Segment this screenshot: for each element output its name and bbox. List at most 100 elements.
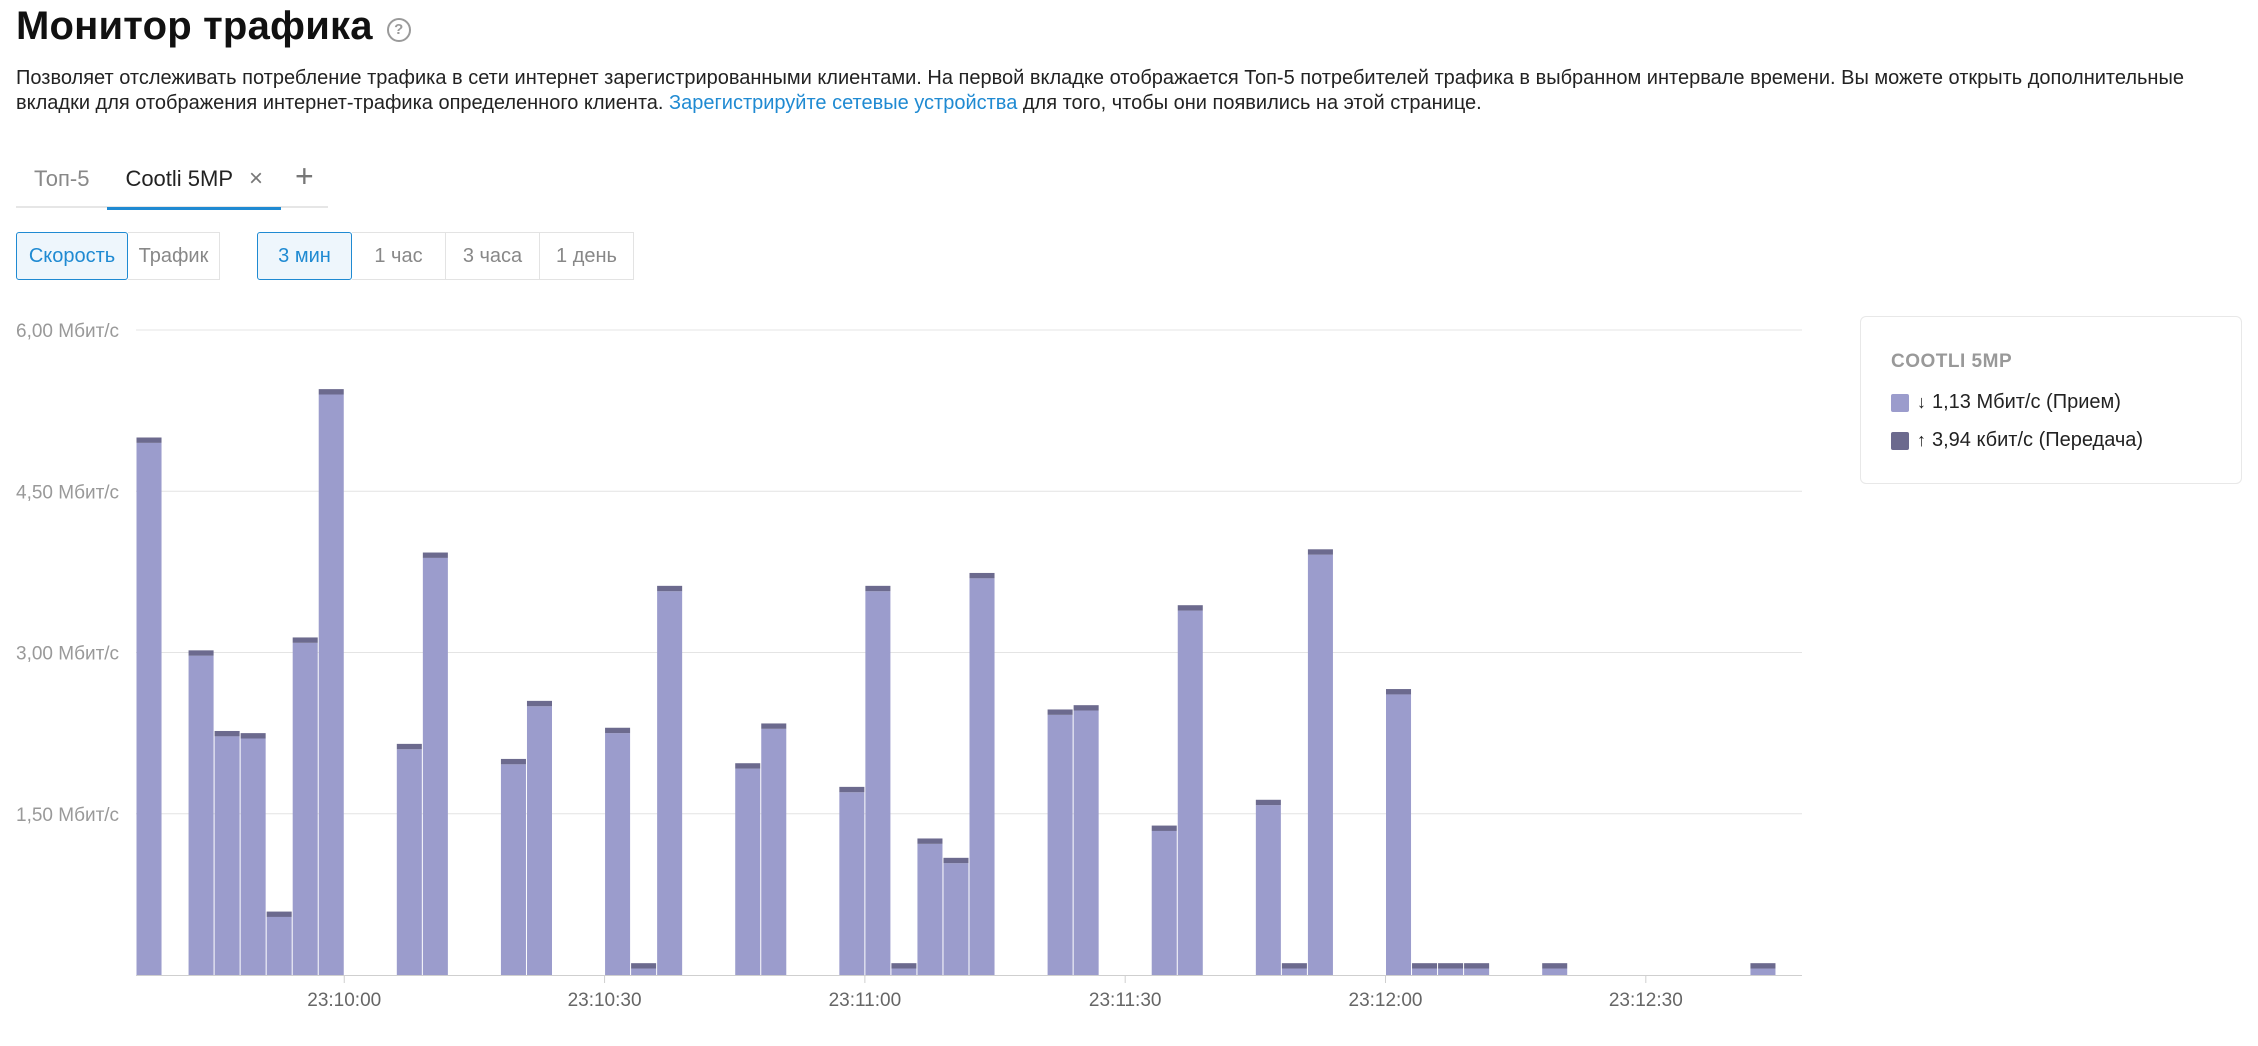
bar-tx	[943, 857, 969, 864]
bar-tx	[631, 963, 657, 969]
bar-tx	[761, 723, 787, 729]
y-tick-label: 1,50 Мбит/с	[16, 805, 119, 826]
bar-tx	[136, 437, 162, 443]
bar-tx	[839, 786, 865, 793]
bar-tx	[214, 730, 240, 737]
y-tick-label: 6,00 Мбит/с	[16, 321, 119, 342]
legend-title: COOTLI 5MP	[1891, 351, 2013, 372]
legend-tx-swatch	[1891, 431, 1909, 450]
bar-tx	[292, 637, 318, 643]
speed-button[interactable]: Скорость	[16, 232, 128, 280]
bar-tx	[500, 758, 526, 765]
range-1hour-button[interactable]: 1 час	[352, 232, 446, 280]
x-tick-label: 23:11:30	[1089, 990, 1162, 1011]
bar-tx	[188, 650, 214, 656]
bar-rx	[1307, 554, 1333, 975]
bar-rx	[865, 591, 891, 975]
bar-tx	[1177, 605, 1203, 611]
bar-tx	[891, 963, 917, 969]
help-icon[interactable]: ?	[386, 17, 411, 42]
bar-tx	[1464, 963, 1490, 969]
range-3hours-button[interactable]: 3 часа	[446, 232, 540, 280]
bar-rx	[318, 394, 344, 975]
bar-tx	[1047, 709, 1073, 715]
speed-chart: 6,00 Мбит/с 4,50 Мбит/с 3,00 Мбит/с 1,50 Мб…	[16, 321, 1802, 1011]
bar-rx	[1386, 694, 1412, 975]
range-3min-button[interactable]: 3 мин	[257, 232, 352, 280]
description-text-after: для того, чтобы они появились на этой ст…	[1017, 92, 1482, 114]
page-description: Позволяет отслеживать потребление трафик…	[16, 66, 2216, 116]
chart-legend: COOTLI 5MP ↓ 1,13 Мбит/с (Прием) ↑ 3,94 …	[1860, 316, 2242, 484]
mode-switch: Скорость Трафик	[16, 232, 220, 280]
bar-tx	[605, 727, 631, 734]
legend-rx-swatch	[1891, 393, 1909, 412]
bar-tx	[1073, 705, 1099, 711]
bar-tx	[396, 743, 422, 750]
bar-tx	[1438, 963, 1464, 969]
bar-tx	[1542, 963, 1568, 969]
bar-tx	[266, 911, 292, 917]
bar-rx	[1750, 968, 1776, 975]
bar-rx	[1438, 968, 1464, 975]
x-tick-label: 23:10:30	[568, 990, 642, 1011]
legend-tx[interactable]: ↑ 3,94 кбит/с (Передача)	[1891, 429, 2143, 452]
bar-tx	[1255, 799, 1281, 806]
bar-tx	[1307, 549, 1333, 555]
tab-top5-label: Топ-5	[34, 166, 90, 191]
traffic-button[interactable]: Трафик	[128, 232, 220, 280]
bar-tx	[526, 700, 552, 707]
bar-rx	[735, 768, 761, 975]
bar-rx	[1177, 610, 1203, 975]
add-tab-icon[interactable]: +	[295, 158, 314, 194]
bar-tx	[1750, 963, 1776, 969]
bar-rx	[917, 843, 943, 975]
bar-tx	[657, 585, 683, 592]
bar-rx	[422, 557, 448, 975]
page-header: Монитор трафика ?	[16, 4, 411, 49]
bar-rx	[943, 863, 969, 975]
bar-tx	[1151, 825, 1177, 831]
x-tick-label: 23:12:00	[1349, 990, 1423, 1011]
client-tabs: Топ-5 Cootli 5MP × +	[16, 156, 328, 210]
bar-rx	[396, 749, 422, 975]
bar-tx	[735, 763, 761, 769]
bar-tx	[1412, 963, 1438, 969]
bar-rx	[761, 728, 787, 975]
bar-rx	[1151, 830, 1177, 975]
tab-top5[interactable]: Топ-5	[16, 156, 107, 208]
bar-rx	[240, 738, 266, 975]
legend-rx-label: 1,13 Мбит/с (Прием)	[1932, 391, 2121, 413]
bar-rx	[188, 655, 214, 975]
bar-tx	[1281, 963, 1307, 969]
bar-rx	[1255, 805, 1281, 975]
bar-rx	[136, 442, 162, 975]
bar-tx	[318, 389, 344, 395]
bar-tx	[240, 733, 266, 739]
range-1day-button[interactable]: 1 день	[540, 232, 634, 280]
bar-rx	[292, 642, 318, 975]
bar-rx	[1464, 968, 1490, 975]
register-devices-link[interactable]: Зарегистрируйте сетевые устройства	[669, 92, 1018, 114]
bar-rx	[214, 736, 240, 975]
bar-rx	[657, 591, 683, 975]
bar-rx	[605, 733, 631, 975]
bar-rx	[1412, 968, 1438, 975]
bar-rx	[1073, 710, 1099, 975]
tab-cootli-label: Cootli 5MP	[125, 166, 234, 191]
bar-rx	[891, 968, 917, 975]
bar-rx	[1542, 968, 1568, 975]
bar-rx	[969, 578, 995, 975]
y-tick-label: 3,00 Мбит/с	[16, 644, 119, 665]
bar-tx	[422, 552, 448, 558]
close-icon[interactable]: ×	[249, 165, 264, 192]
tab-cootli-5mp[interactable]: Cootli 5MP ×	[107, 156, 281, 210]
bar-rx	[631, 968, 657, 975]
description-text: Позволяет отслеживать потребление трафик…	[16, 67, 2184, 114]
page-title: Монитор трафика	[16, 4, 373, 48]
arrow-up-icon: ↑	[1917, 430, 1926, 450]
bar-rx	[839, 792, 865, 975]
x-tick-label: 23:12:30	[1609, 990, 1683, 1011]
y-tick-label: 4,50 Мбит/с	[16, 482, 119, 503]
legend-rx[interactable]: ↓ 1,13 Мбит/с (Прием)	[1891, 391, 2121, 414]
